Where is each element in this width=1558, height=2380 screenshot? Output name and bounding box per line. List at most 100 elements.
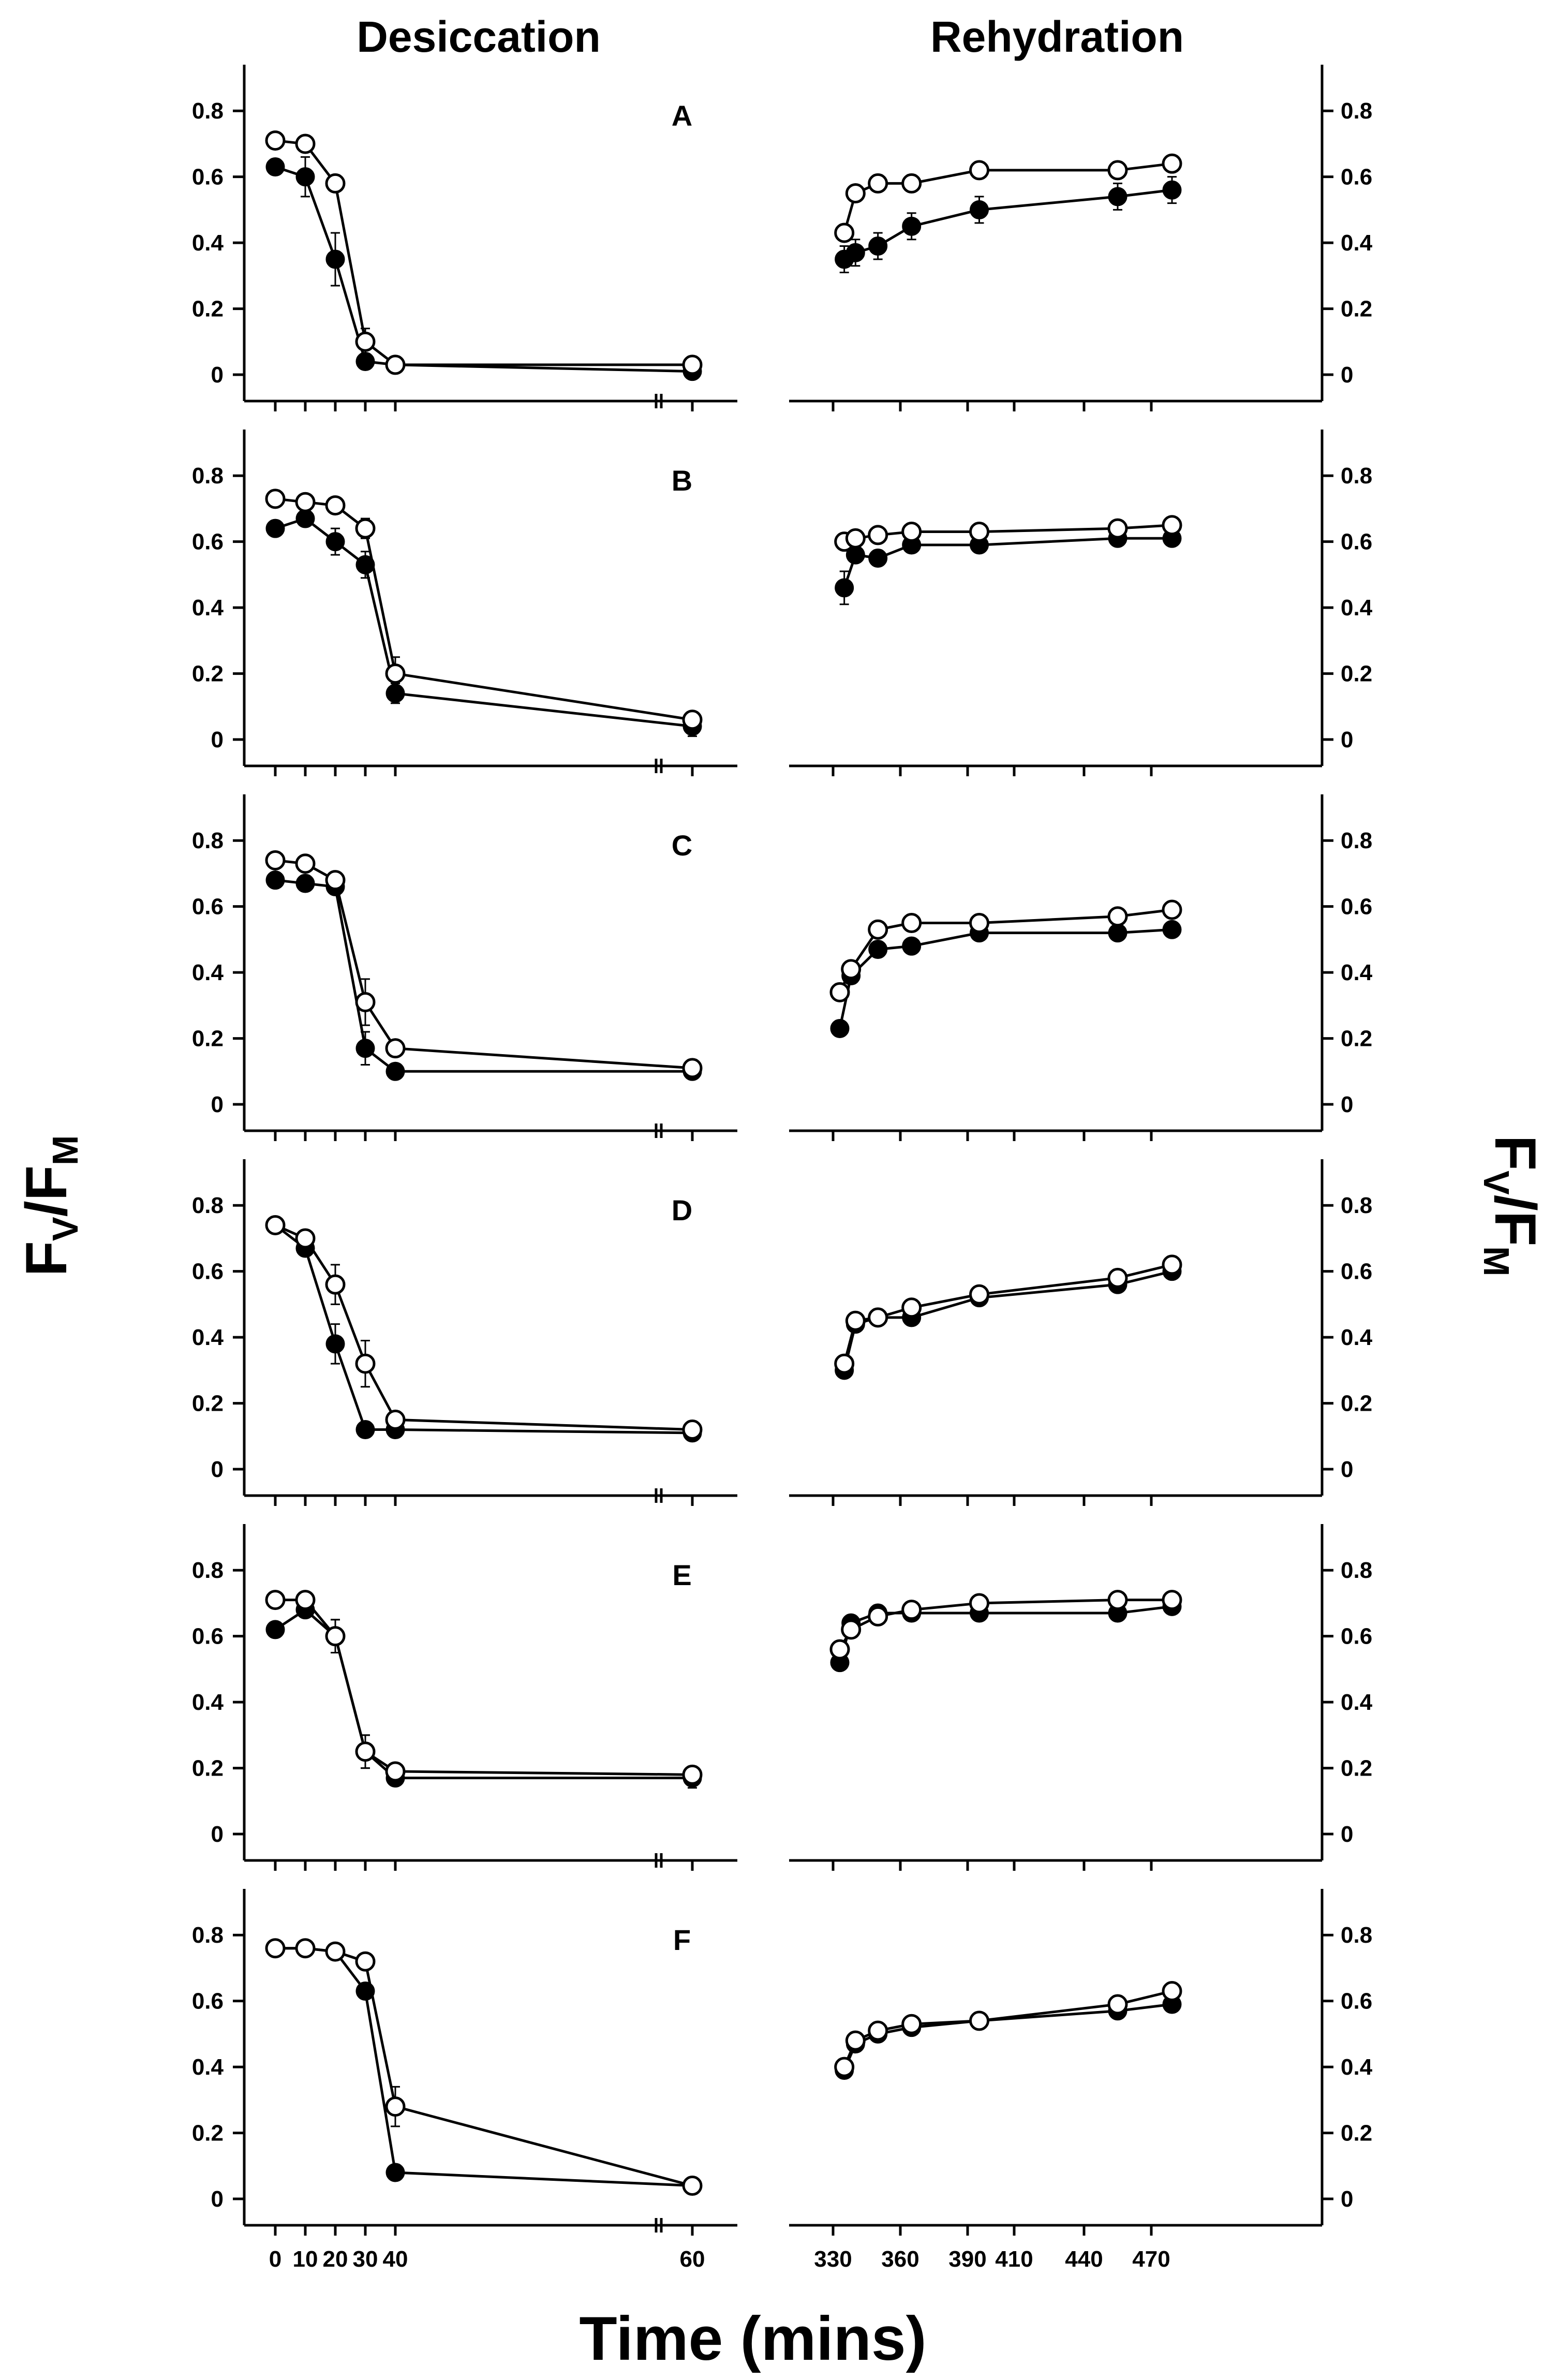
open-data-point [265, 489, 286, 509]
rehydration-y-tick-label: 0 [1341, 1822, 1353, 1847]
open-data-point [1107, 1267, 1128, 1288]
open-data-point [265, 1590, 286, 1610]
desiccation-x-tick-label: 60 [680, 2246, 705, 2272]
rehydration-x-tick-label: 360 [881, 2246, 919, 2272]
rehydration-y-tick-label: 0.2 [1341, 297, 1372, 322]
open-data-point [845, 1310, 866, 1331]
open-data-point [1162, 515, 1182, 536]
open-data-point [265, 1938, 286, 1959]
desiccation-x-tick-label: 30 [353, 2246, 378, 2272]
desiccation-y-tick-label: 0 [211, 2186, 224, 2212]
rehydration-y-tick-label: 0.2 [1341, 1756, 1372, 1781]
desiccation-y-tick-label: 0 [211, 362, 224, 388]
panel-a: 0 0.2 0.4 0.6 0.8 0 0.2 0.4 0.6 0.8 A [192, 65, 1373, 411]
open-data-point [845, 528, 866, 549]
filled-data-point [868, 549, 888, 568]
open-data-point [682, 2176, 703, 2196]
desiccation-y-tick-label: 0.6 [192, 165, 224, 190]
open-data-point [265, 130, 286, 151]
open-data-point [295, 1228, 316, 1249]
rehydration-y-tick-label: 0.6 [1341, 894, 1372, 920]
filled-data-point [835, 578, 854, 598]
open-data-point [1162, 1254, 1182, 1275]
y-axis-label-left: FV/FM [14, 1135, 85, 1277]
open-data-point [901, 1600, 922, 1620]
filled-data-point [970, 200, 989, 219]
rehydration-y-tick-label: 0.2 [1341, 1391, 1372, 1416]
open-data-point [901, 1297, 922, 1318]
open-data-point [295, 134, 316, 154]
rehydration-x-tick-label: 410 [995, 2246, 1033, 2272]
open-data-point [325, 1626, 346, 1647]
open-data-point [829, 982, 850, 1002]
open-data-point [265, 1215, 286, 1235]
open-data-point [841, 1619, 862, 1640]
open-data-point [868, 173, 888, 194]
desiccation-y-tick-label: 0.6 [192, 529, 224, 555]
open-data-point [834, 2057, 855, 2077]
filled-series-line [275, 1947, 693, 2187]
desiccation-y-tick-label: 0.4 [192, 1325, 224, 1350]
filled-data-point [902, 936, 922, 956]
open-data-point [385, 354, 406, 375]
rehydration-y-tick-label: 0 [1341, 1457, 1353, 1482]
desiccation-y-tick-label: 0 [211, 1092, 224, 1117]
open-data-point [969, 160, 989, 181]
open-data-point [841, 959, 862, 980]
open-data-point [1107, 1994, 1128, 2015]
open-data-point [868, 1606, 888, 1627]
filled-data-point [385, 1061, 405, 1081]
filled-data-point [385, 2163, 405, 2182]
rehydration-y-tick-label: 0.4 [1341, 1690, 1373, 1715]
y-label-right-sub-m: M [1476, 1246, 1517, 1276]
filled-data-point [325, 532, 345, 552]
open-data-point [682, 1058, 703, 1078]
panel-letter: C [672, 829, 692, 862]
open-data-point [355, 992, 376, 1012]
open-data-point [834, 1353, 855, 1374]
open-data-point [969, 1593, 989, 1614]
filled-data-point [265, 519, 285, 538]
filled-data-point [830, 1018, 850, 1038]
desiccation-y-tick-label: 0.2 [192, 2121, 224, 2146]
desiccation-y-tick-label: 0.4 [192, 2054, 224, 2080]
rehydration-y-tick-label: 0.2 [1341, 1026, 1372, 1052]
desiccation-y-tick-label: 0.4 [192, 1690, 224, 1715]
open-data-point [969, 1284, 989, 1305]
open-series-line [275, 1599, 693, 1776]
open-series-line [275, 497, 693, 721]
desiccation-y-tick-label: 0.6 [192, 894, 224, 920]
rehydration-x-tick-label: 330 [814, 2246, 852, 2272]
panel-b: 0 0.2 0.4 0.6 0.8 0 0.2 0.4 0.6 0.8 B [192, 430, 1373, 776]
col-title-rehydration: Rehydration [930, 12, 1184, 61]
rehydration-y-tick-label: 0.6 [1341, 165, 1372, 190]
open-data-point [1107, 906, 1128, 927]
filled-data-point [295, 509, 315, 528]
desiccation-y-tick-label: 0.6 [192, 1624, 224, 1649]
rehydration-y-tick-label: 0.4 [1341, 230, 1373, 256]
open-data-point [385, 1038, 406, 1059]
open-series-line [275, 859, 693, 1070]
open-data-point [295, 492, 316, 512]
open-data-point [355, 1353, 376, 1374]
y-label-right-sub-v: V [1476, 1171, 1517, 1195]
desiccation-x-tick-label: 10 [293, 2246, 318, 2272]
panel-f: 0 0.2 0.4 0.6 0.8 0 10 20 30 40 60 0 0.2 0.4 0.6 0.8 330… [192, 1889, 1373, 2272]
filled-data-point [902, 216, 922, 236]
open-data-point [385, 663, 406, 684]
rehydration-y-tick-label: 0.8 [1341, 828, 1372, 853]
col-title-desiccation: Desiccation [357, 12, 601, 61]
open-data-point [1162, 153, 1182, 174]
rehydration-x-tick-label: 440 [1065, 2246, 1103, 2272]
open-data-point [385, 1409, 406, 1430]
open-data-point [325, 173, 346, 194]
filled-data-point [868, 940, 888, 959]
desiccation-y-tick-label: 0 [211, 727, 224, 752]
rehydration-y-tick-label: 0 [1341, 2186, 1353, 2212]
rehydration-y-tick-label: 0.2 [1341, 2121, 1372, 2146]
y-label-left-f1: F [14, 1241, 79, 1276]
panels: 0 0.2 0.4 0.6 0.8 0 0.2 0.4 0.6 0.8 A 0 0.2 0.4 0.6 0.8… [192, 65, 1373, 2272]
panel-letter: F [673, 1924, 691, 1956]
open-data-point [969, 522, 989, 542]
